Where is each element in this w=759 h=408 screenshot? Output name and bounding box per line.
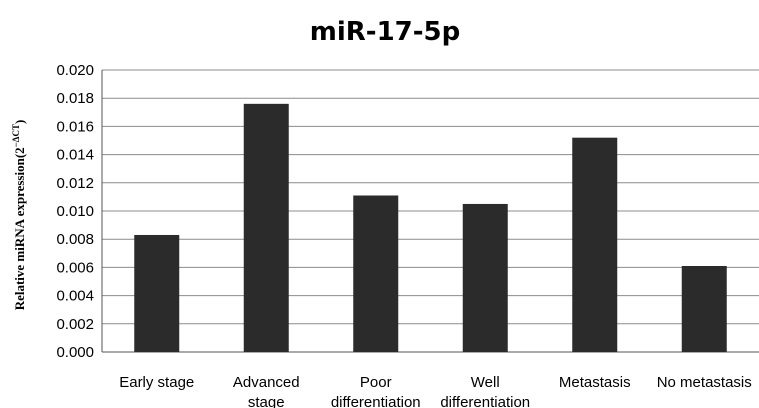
chart-title: miR-17-5p — [310, 17, 461, 47]
y-tick-label: 0.016 — [56, 118, 94, 135]
y-axis-label-group: Relative miRNA expression(2−ΔCT) — [11, 120, 27, 311]
bar — [353, 195, 399, 352]
y-tick-label: 0.014 — [56, 147, 94, 164]
y-axis-label-close: ) — [12, 120, 27, 124]
x-tick-label: differentiation — [331, 394, 421, 408]
y-tick-label: 0.012 — [56, 175, 94, 192]
x-tick-label: Early stage — [119, 374, 194, 391]
x-tick-label: No metastasis — [657, 374, 752, 391]
y-tick-label: 0.006 — [56, 259, 94, 276]
y-tick-label: 0.004 — [56, 288, 94, 305]
x-tick-label: Well — [471, 374, 500, 391]
y-axis-label-superscript: −ΔCT — [11, 124, 21, 147]
bar — [243, 103, 289, 352]
bars — [134, 103, 727, 352]
x-tick-label: Metastasis — [559, 374, 631, 391]
bar — [134, 234, 180, 352]
x-tick-label: Poor — [360, 374, 392, 391]
x-tick-label: Advanced — [233, 374, 300, 391]
gridlines — [101, 69, 759, 353]
y-tick-label: 0.020 — [56, 62, 94, 79]
y-axis-label: Relative miRNA expression(2−ΔCT) — [11, 120, 27, 311]
y-tick-label: 0.010 — [56, 203, 94, 220]
x-tick-label: differentiation — [440, 394, 530, 408]
bar — [681, 265, 727, 352]
bar — [462, 203, 508, 352]
y-tick-labels: 0.000 0.002 0.004 0.006 0.008 0.010 0.012 0.014… — [56, 62, 94, 361]
bar — [572, 137, 618, 352]
y-tick-label: 0.018 — [56, 90, 94, 107]
y-tick-label: 0.002 — [56, 316, 94, 333]
y-tick-label: 0.008 — [56, 231, 94, 248]
y-tick-label: 0.000 — [56, 344, 94, 361]
x-tick-label: stage — [248, 394, 285, 408]
x-tick-labels: Early stage Advanced stage Poor differentiat… — [119, 374, 752, 408]
